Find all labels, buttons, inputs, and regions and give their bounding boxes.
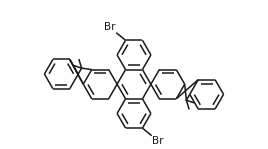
Text: Br: Br [152, 136, 164, 146]
Text: Br: Br [104, 22, 116, 32]
